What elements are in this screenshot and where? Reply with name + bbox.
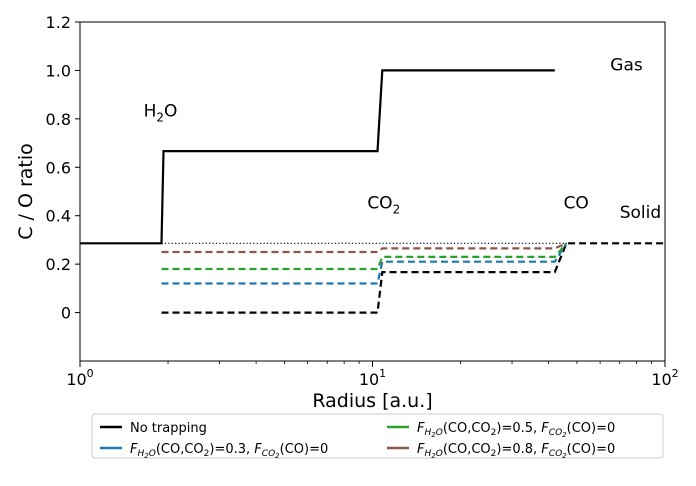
plot-frame	[79, 21, 666, 362]
y-tick-label: 0.2	[46, 255, 71, 274]
y-tick-label: 1.2	[46, 13, 71, 32]
series-line-none-solid	[161, 242, 665, 314]
legend: No trapping FH2O(CO,CO2)=0.3, FCO2(CO)=0 F…	[91, 413, 664, 460]
legend-entry-f05: FH2O(CO,CO2)=0.5, FCO2(CO)=0	[417, 421, 615, 439]
x-tick-label: 100	[66, 367, 93, 389]
legend-box	[91, 413, 664, 459]
annotation-label: CO2	[367, 193, 400, 216]
annotations: H2O CO2 CO Gas Solid	[144, 55, 662, 223]
annotation-label: Gas	[610, 55, 643, 75]
series-line-f08	[161, 242, 567, 254]
y-tick-label: 1.0	[46, 61, 71, 80]
legend-entry-f08: FH2O(CO,CO2)=0.8, FCO2(CO)=0	[417, 442, 615, 460]
x-tick-label: 101	[359, 367, 386, 389]
y-tick-label: 0	[61, 304, 71, 323]
y-tick-label: 0.6	[46, 158, 71, 177]
y-axis-title: C / O ratio	[15, 143, 37, 240]
y-tick-label: 0.8	[46, 110, 71, 129]
y-tick-label: 0.4	[46, 207, 71, 226]
legend-entry-f03: FH2O(CO,CO2)=0.3, FCO2(CO)=0	[130, 442, 328, 460]
series-line-none-gas	[80, 69, 555, 245]
x-axis-title: Radius [a.u.]	[312, 390, 432, 412]
series-group	[80, 69, 665, 314]
annotation-label: H2O	[144, 101, 178, 124]
annotation-label: CO	[564, 193, 589, 213]
x-tick-label: 102	[651, 367, 678, 389]
series-line-f03	[161, 242, 568, 285]
axes: 0 0.2 0.4 0.6 0.8 1.0 1.2 100 101 102 Radius [a.u.…	[15, 13, 679, 412]
legend-entry-none: No trapping	[130, 421, 207, 436]
series-line-f05	[161, 242, 568, 271]
annotation-label: Solid	[620, 203, 661, 223]
